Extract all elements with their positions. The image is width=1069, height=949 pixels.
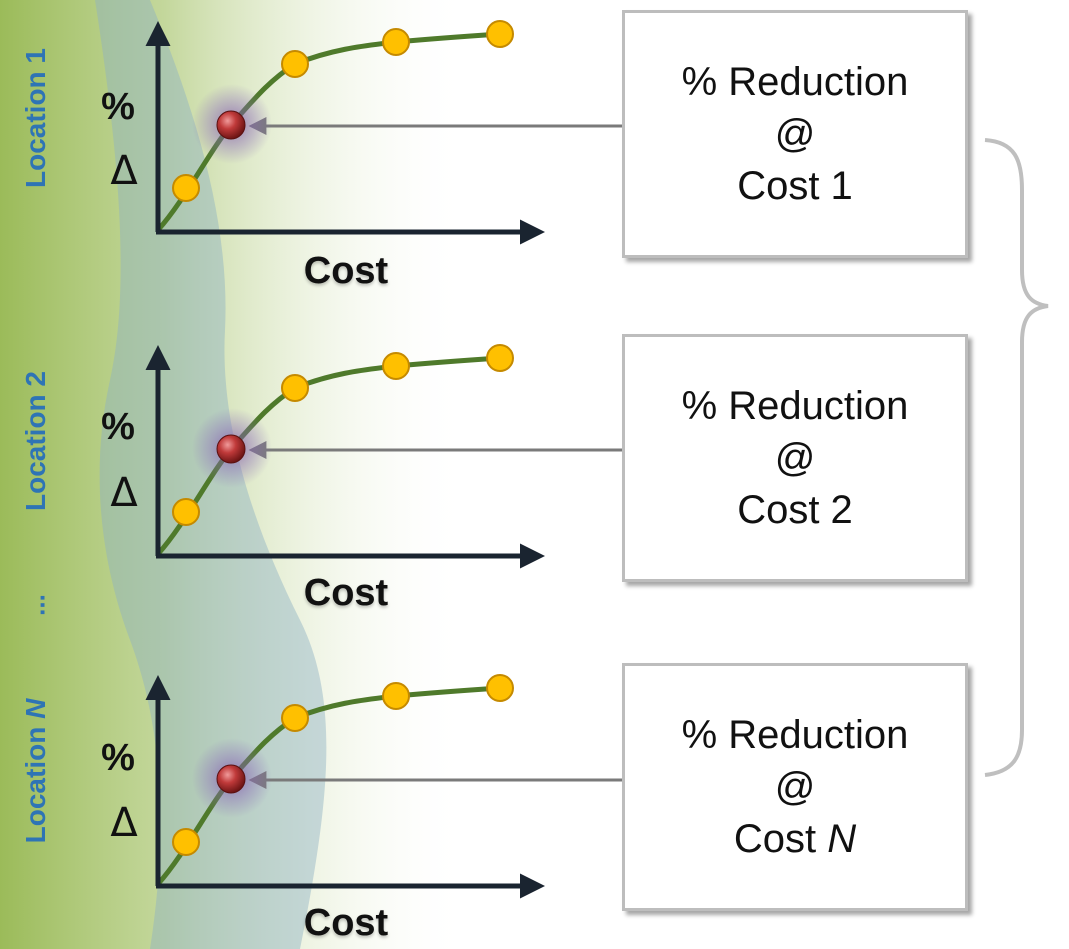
yellow-point-1-3 <box>382 28 410 56</box>
location-2-label: Location 2 <box>20 370 51 512</box>
box-n-line1: % Reduction <box>681 713 909 757</box>
reduction-box-1: % Reduction @ Cost 1 <box>622 10 968 258</box>
box-1-line3: Cost 1 <box>737 164 853 208</box>
y-axis-delta-label-2: Δ <box>110 470 138 516</box>
selected-point-1 <box>216 110 246 140</box>
x-axis-cost-label-n: Cost <box>303 902 389 944</box>
y-axis-percent-label-2: % <box>101 406 135 448</box>
yellow-point-n-1 <box>172 828 200 856</box>
yellow-point-2-2 <box>281 374 309 402</box>
y-axis-delta-label-n: Δ <box>110 800 138 846</box>
location-1-label: Location 1 <box>20 47 51 189</box>
location-n-label: Location N <box>20 698 51 844</box>
selected-point-2 <box>216 434 246 464</box>
box-n-line3: Cost N <box>733 817 857 861</box>
selected-point-n <box>216 764 246 794</box>
box-2-line3: Cost 2 <box>737 488 853 532</box>
box-1-line2: @ <box>774 112 816 156</box>
yellow-point-1-2 <box>281 50 309 78</box>
reduction-box-n: % Reduction @ Cost N <box>622 663 968 911</box>
location-ellipsis: ... <box>20 594 51 616</box>
yellow-point-2-3 <box>382 352 410 380</box>
yellow-point-n-4 <box>486 674 514 702</box>
yellow-point-2-1 <box>172 498 200 526</box>
box-1-line1: % Reduction <box>681 60 909 104</box>
x-axis-cost-label-1: Cost <box>303 250 389 292</box>
yellow-point-1-1 <box>172 174 200 202</box>
y-axis-percent-label-n: % <box>101 737 135 779</box>
yellow-point-2-4 <box>486 344 514 372</box>
box-n-line2: @ <box>774 765 816 809</box>
box-2-line1: % Reduction <box>681 384 909 428</box>
yellow-point-n-2 <box>281 704 309 732</box>
yellow-point-n-3 <box>382 682 410 710</box>
box-2-line2: @ <box>774 436 816 480</box>
reduction-box-2: % Reduction @ Cost 2 <box>622 334 968 582</box>
curly-brace <box>984 138 1049 777</box>
y-axis-delta-label-1: Δ <box>110 148 138 194</box>
x-axis-cost-label-2: Cost <box>303 572 389 614</box>
yellow-point-1-4 <box>486 20 514 48</box>
y-axis-percent-label-1: % <box>101 86 135 128</box>
